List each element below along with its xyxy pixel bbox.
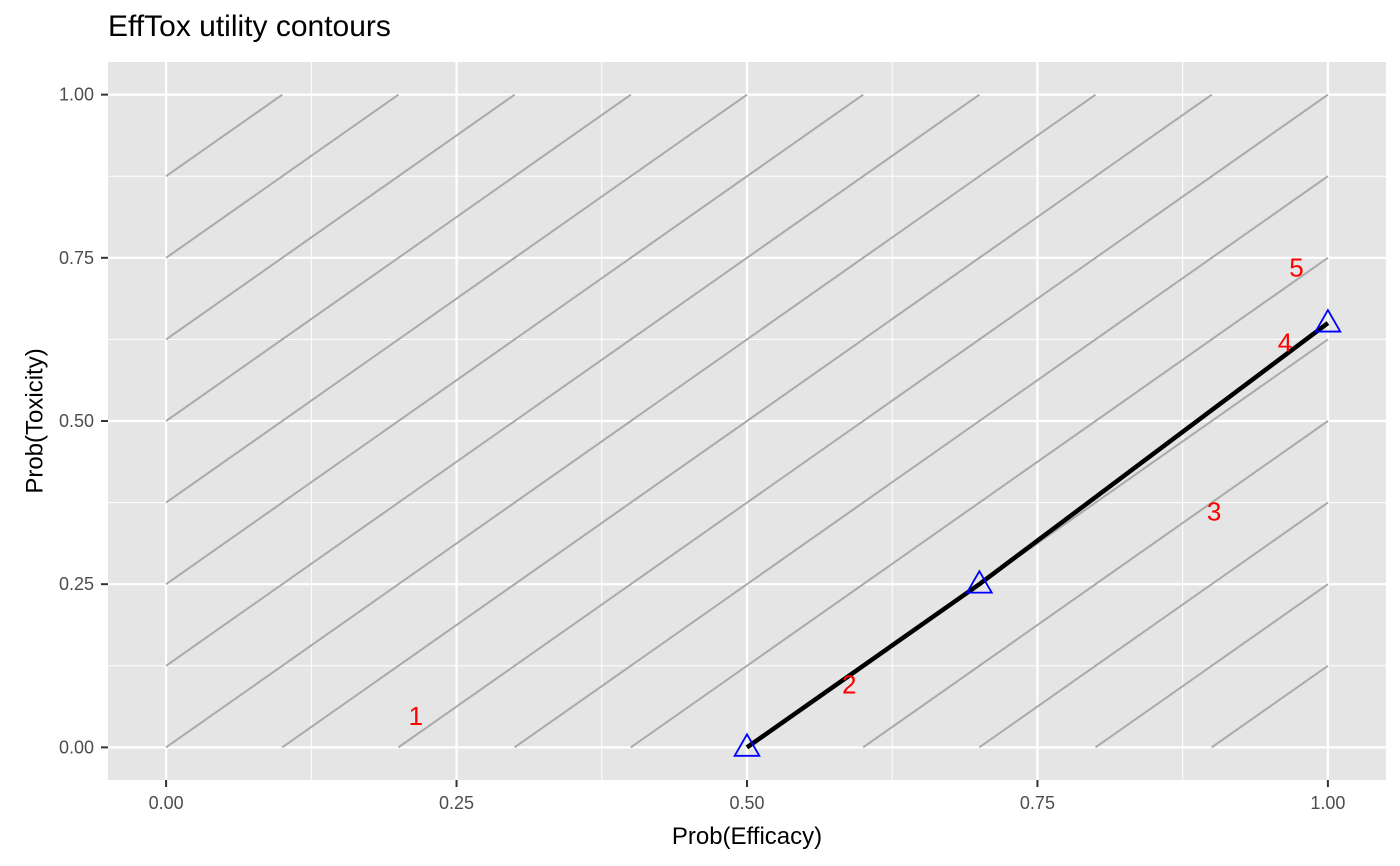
contour-line	[165, 93, 632, 422]
x-tick-label: 0.00	[149, 793, 184, 813]
x-tick-label: 0.50	[729, 793, 764, 813]
x-tick-label: 0.25	[439, 793, 474, 813]
contour-line	[514, 175, 1329, 749]
utility-contours	[165, 93, 1329, 749]
contour-line	[165, 93, 980, 667]
x-tick-label: 0.75	[1020, 793, 1055, 813]
contour-line	[165, 93, 400, 259]
y-tick-label: 0.50	[59, 411, 94, 431]
triangle-marker	[965, 569, 994, 594]
contour-line	[630, 256, 1329, 749]
triangle-marker	[1314, 308, 1342, 333]
contour-line	[1094, 583, 1329, 749]
contour-label: 5	[1289, 252, 1303, 282]
y-tick-label: 0.25	[59, 574, 94, 594]
y-axis: 0.00 0.25 0.50 0.75 1.00	[59, 85, 108, 757]
contour-label: 1	[409, 701, 423, 731]
y-tick-label: 1.00	[59, 85, 94, 105]
chart-title: EffTox utility contours	[108, 10, 391, 43]
y-tick-label: 0.75	[59, 248, 94, 268]
series-line	[745, 321, 1330, 750]
contour-label: 3	[1207, 497, 1221, 527]
contour-line	[1211, 664, 1329, 749]
contour-line	[165, 93, 1097, 749]
contour-line	[165, 93, 516, 341]
x-tick-label: 1.00	[1310, 793, 1345, 813]
contour-line	[862, 420, 1329, 749]
y-axis-title: Prob(Toxicity)	[21, 348, 48, 493]
x-axis: 0.00 0.25 0.50 0.75 1.00	[149, 780, 1345, 813]
contour-label: 4	[1278, 328, 1292, 358]
contour-line	[397, 93, 1329, 749]
x-axis-title: Prob(Efficacy)	[672, 823, 822, 850]
triangle-marker	[733, 732, 761, 757]
contour-labels: 1 2 3 4 5	[409, 252, 1304, 730]
y-tick-label: 0.00	[59, 737, 94, 757]
contour-label: 2	[842, 670, 856, 700]
contour-line	[978, 501, 1329, 749]
series-layer	[733, 308, 1342, 757]
contour-line	[165, 93, 748, 504]
contour-line	[165, 93, 283, 178]
contour-line	[165, 93, 864, 586]
contour-line	[281, 93, 1213, 749]
